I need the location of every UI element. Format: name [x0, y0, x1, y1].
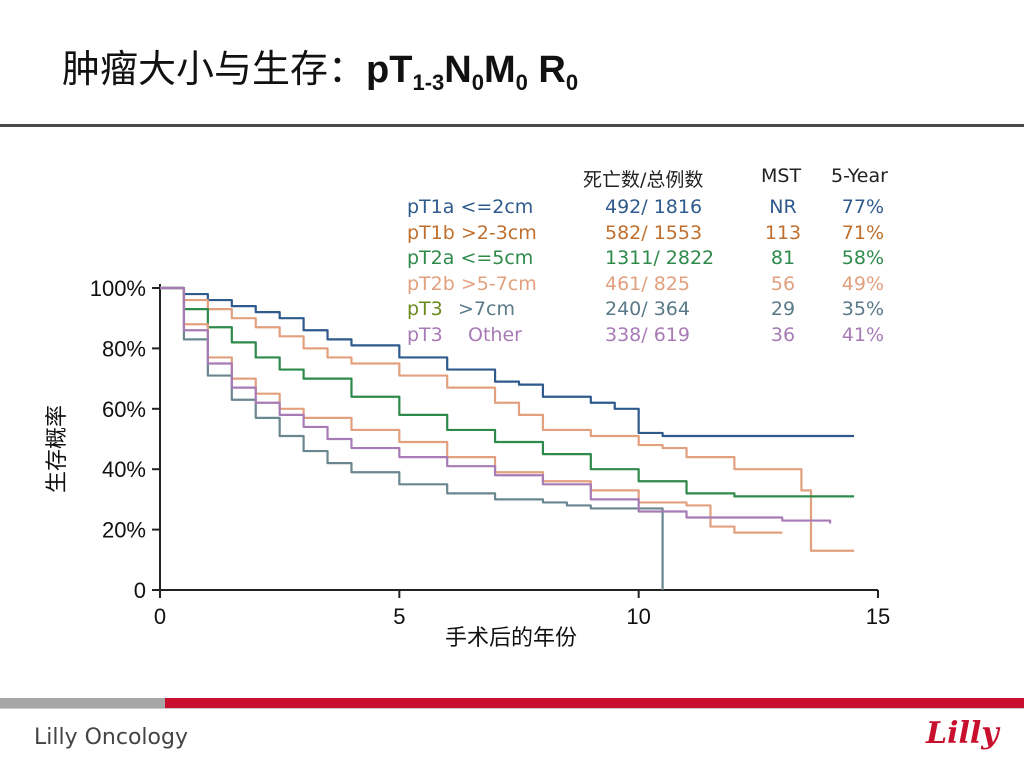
table-row-five-year: 77% [841, 196, 884, 218]
y-tick-label: 0 [134, 578, 146, 603]
table-row-deaths: 582/ 1553 [605, 221, 703, 244]
title-sub-r: 0 [565, 70, 579, 95]
header-mst: MST [761, 165, 802, 187]
table-row-mst: 36 [770, 323, 796, 346]
lilly-logo: Lilly [926, 716, 999, 751]
table-row-label: pT1a <=2cm [407, 196, 534, 218]
table-row-deaths: 240/ 364 [605, 298, 690, 320]
table-row-deaths: 492/ 1816 [605, 196, 703, 218]
survival-curve [160, 286, 855, 438]
table-row-five-year: 71% [841, 221, 884, 244]
x-tick-label: 0 [154, 604, 166, 629]
table-row-mst: 113 [764, 221, 802, 244]
y-tick-label: 80% [102, 336, 146, 361]
footer-divider [0, 708, 1024, 709]
table-row-five-year: 58% [841, 247, 884, 269]
y-tick-label: 40% [102, 457, 146, 482]
x-tick-label: 15 [866, 604, 890, 629]
table-row-mst: 81 [770, 247, 796, 269]
table-row-five-year: 49% [841, 272, 884, 295]
table-row-five-year: 41% [841, 323, 884, 346]
table-row-label: pT3 [407, 298, 443, 320]
survival-curve [160, 286, 855, 498]
brand-text: Lilly Oncology [34, 725, 188, 750]
x-tick-label: 10 [626, 604, 650, 629]
table-row-deaths: 1311/ 2822 [605, 247, 715, 269]
title-sub-m: 0 [515, 70, 528, 95]
table-row-mst: 56 [770, 272, 796, 295]
table-row-label: pT2a <=5cm [407, 247, 534, 269]
footer-red-bar [165, 698, 1024, 708]
table-row-deaths: 338/ 619 [605, 323, 690, 346]
table-row-mst: NR [769, 196, 797, 218]
y-tick-label: 20% [102, 518, 146, 543]
table-row-label: pT3 [407, 323, 443, 346]
title-n: N [444, 49, 472, 91]
header-five-year: 5-Year [831, 165, 888, 187]
table-row-mst: 29 [770, 298, 796, 320]
y-tick-label: 100% [90, 276, 146, 301]
y-tick-label: 60% [102, 397, 146, 422]
survival-curve [160, 286, 664, 590]
table-row-label: pT2b >5-7cm [407, 272, 537, 295]
title-chinese: 肿瘤大小与生存： [62, 47, 367, 91]
survival-curve [160, 286, 783, 534]
table-row-label-suffix: Other [468, 323, 522, 346]
title-pt: pT [366, 49, 413, 91]
title-divider [0, 124, 1024, 127]
y-axis-label: 生存概率 [45, 405, 70, 493]
slide-title: 肿瘤大小与生存：pT1-3N0M0 R0 [62, 38, 578, 96]
survival-curve [160, 286, 855, 552]
table-row-label: pT1b >2-3cm [407, 221, 537, 244]
title-m: M [483, 49, 516, 91]
title-sub-n: 0 [471, 70, 484, 95]
survival-curve [160, 286, 832, 524]
table-row-deaths: 461/ 825 [605, 272, 690, 295]
table-row-label-suffix: >7cm [458, 298, 515, 320]
table-row-five-year: 35% [841, 298, 884, 320]
x-axis-label: 手术后的年份 [445, 626, 577, 650]
title-r: R [527, 49, 566, 91]
header-deaths: 死亡数/总例数 [583, 169, 704, 191]
footer-gray-bar [0, 698, 165, 708]
survival-chart: 0 20% 40% 60% 80% 100% 0 5 10 15 手术后的年份 生存概率 [45, 276, 890, 650]
x-tick-label: 5 [393, 604, 405, 629]
title-sub-t: 1-3 [412, 70, 445, 95]
